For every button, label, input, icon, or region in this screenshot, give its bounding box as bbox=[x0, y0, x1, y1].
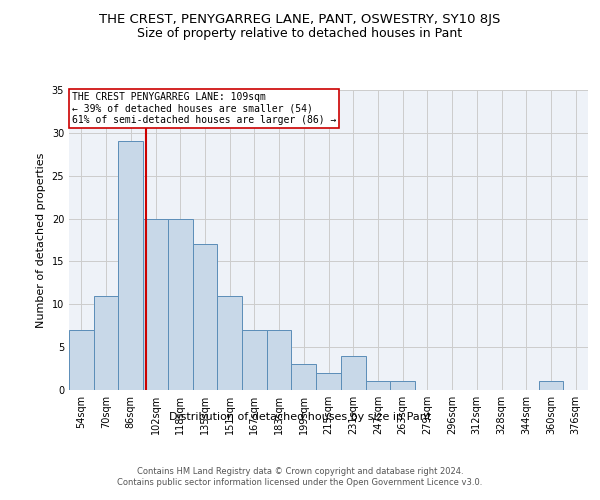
Text: Size of property relative to detached houses in Pant: Size of property relative to detached ho… bbox=[137, 28, 463, 40]
Bar bbox=[69, 330, 94, 390]
Text: Distribution of detached houses by size in Pant: Distribution of detached houses by size … bbox=[169, 412, 431, 422]
Bar bbox=[193, 244, 217, 390]
Y-axis label: Number of detached properties: Number of detached properties bbox=[36, 152, 46, 328]
Bar bbox=[316, 373, 341, 390]
Bar bbox=[94, 296, 118, 390]
Bar bbox=[267, 330, 292, 390]
Bar bbox=[242, 330, 267, 390]
Bar bbox=[365, 382, 390, 390]
Text: THE CREST, PENYGARREG LANE, PANT, OSWESTRY, SY10 8JS: THE CREST, PENYGARREG LANE, PANT, OSWEST… bbox=[100, 12, 500, 26]
Text: THE CREST PENYGARREG LANE: 109sqm
← 39% of detached houses are smaller (54)
61% : THE CREST PENYGARREG LANE: 109sqm ← 39% … bbox=[71, 92, 336, 124]
Bar bbox=[292, 364, 316, 390]
Bar bbox=[341, 356, 365, 390]
Text: Contains HM Land Registry data © Crown copyright and database right 2024.
Contai: Contains HM Land Registry data © Crown c… bbox=[118, 468, 482, 487]
Bar bbox=[168, 218, 193, 390]
Bar bbox=[217, 296, 242, 390]
Bar bbox=[143, 218, 168, 390]
Bar bbox=[118, 142, 143, 390]
Bar bbox=[390, 382, 415, 390]
Bar bbox=[539, 382, 563, 390]
